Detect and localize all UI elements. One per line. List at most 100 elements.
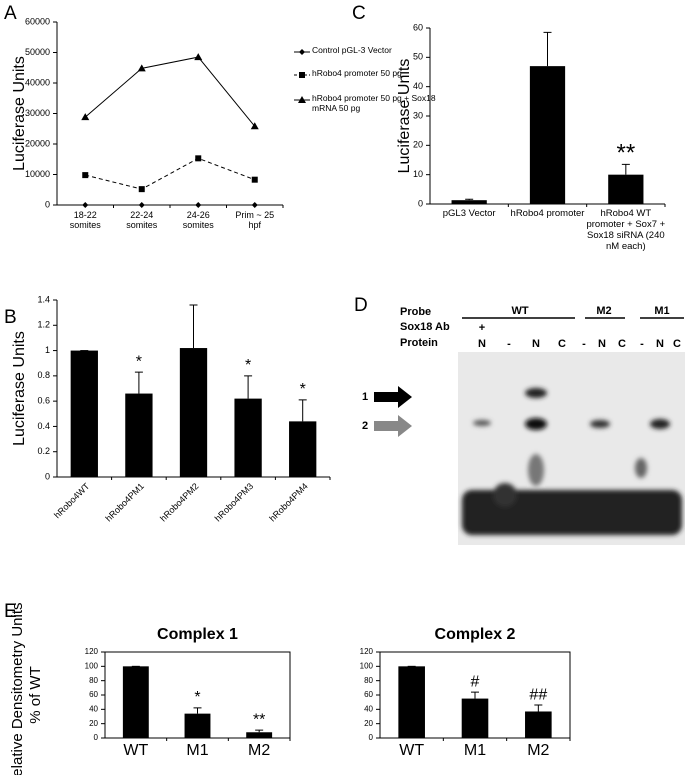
y-axis-label: Luciferase Units [11, 56, 28, 171]
panel-label: B [4, 307, 17, 328]
lane-label: N [478, 338, 486, 350]
bar [525, 711, 552, 738]
significance-label: ## [529, 686, 547, 703]
y-tick-label: 30 [413, 110, 423, 120]
panel-label: C [352, 3, 366, 24]
error-bar [134, 371, 143, 394]
arrow [374, 415, 412, 437]
error-bar [298, 399, 307, 422]
panel-label: D [354, 295, 368, 316]
error-bar [543, 31, 552, 67]
legend-label: hRobo4 promoter 50 pg + Sox18 mRNA 50 pg [312, 94, 436, 113]
error-bar [465, 198, 474, 201]
y-tick-label: 120 [360, 647, 374, 656]
y-tick-label: 10000 [25, 169, 50, 179]
legend-marker [298, 96, 306, 103]
lane-label: N [598, 338, 606, 350]
y-tick-label: 1.2 [37, 320, 50, 330]
y-tick-label: 20000 [25, 138, 50, 148]
y-tick-label: 80 [364, 676, 373, 685]
bar [529, 66, 566, 204]
y-tick-label: 100 [85, 661, 99, 670]
y-tick-label: 100 [360, 661, 374, 670]
x-tick-label: hRobo4PM1 [104, 481, 146, 523]
y-tick-label: 10 [413, 169, 423, 179]
series-line [84, 56, 256, 127]
y-tick-label: 60000 [25, 16, 50, 26]
y-tick-label: 0 [369, 733, 374, 742]
y-tick-label: 80 [89, 676, 98, 685]
lane-label: - [507, 338, 511, 350]
marker [251, 202, 258, 208]
y-tick-label: 20 [89, 719, 98, 728]
marker [81, 113, 90, 121]
y-tick-label: 50000 [25, 47, 50, 57]
y-tick-label: 1.4 [37, 294, 50, 304]
x-tick-label-box: hRobo4 WT promoter + Sox7 + Sox18 siRNA … [586, 209, 666, 252]
x-tick-label: hRobo4WT [52, 481, 92, 521]
y-tick-label: 1 [45, 345, 50, 355]
legend-label: Control pGL-3 Vector [312, 46, 392, 55]
significance-label: ** [253, 711, 265, 728]
x-tick-label-box: hRobo4 promoter [510, 209, 585, 219]
significance-label: * [194, 689, 200, 706]
y-axis-label: % of WT [27, 666, 44, 724]
x-tick-label: M1 [464, 742, 486, 759]
panel-label: E [4, 601, 17, 622]
x-tick-label: hRobo4 promoter [510, 209, 585, 219]
y-tick-label: 0.8 [37, 370, 50, 380]
y-tick-label: 60 [89, 690, 98, 699]
marker [137, 64, 146, 72]
complex-label: 2 [362, 420, 368, 432]
y-tick-label: 40 [89, 704, 98, 713]
x-tick-label-box: pGL3 Vector [443, 209, 496, 219]
marker [195, 202, 202, 208]
x-tick-label: M2 [248, 742, 270, 759]
lane-label: - [582, 338, 586, 350]
legend-label-box: hRobo4 promoter 50 pg + Sox18 mRNA 50 pg [312, 94, 436, 113]
x-tick-label: hRobo4 WT promoter + Sox7 + Sox18 siRNA … [586, 209, 666, 252]
y-tick-label: 40000 [25, 77, 50, 87]
y-axis-label: Luciferase Units [396, 59, 413, 174]
x-tick-label: Prim ~ 25 hpf [235, 210, 275, 231]
bar [125, 393, 153, 477]
marker [138, 186, 145, 193]
gel-bands [462, 388, 682, 535]
gel-antibody: + [479, 322, 485, 334]
complex-label: 1 [362, 391, 368, 403]
y-tick-label: 0.6 [37, 396, 50, 406]
legend-marker [299, 49, 305, 55]
gel-probe: WT [511, 305, 528, 317]
y-tick-label: 120 [85, 647, 99, 656]
bar [451, 200, 487, 204]
x-tick-label-box: 24-26 somites [182, 210, 214, 231]
y-axis-label: Relative Densitometry Units [9, 602, 26, 775]
significance-label: * [300, 381, 306, 398]
bar [234, 398, 262, 477]
x-tick-label-box: Prim ~ 25 hpf [235, 210, 275, 231]
legend-label-box: hRobo4 promoter 50 pg [312, 69, 402, 78]
error-bar [255, 729, 264, 733]
bar [70, 350, 98, 477]
x-tick-label: 24-26 somites [182, 210, 214, 231]
gel-row-label: Protein [400, 337, 438, 349]
error-bar [244, 375, 253, 399]
significance-label: ** [616, 140, 635, 167]
panel-label: A [4, 3, 17, 24]
bar [608, 174, 644, 204]
gel-row-label: Sox18 Ab [400, 321, 450, 333]
lane-label: C [558, 338, 566, 350]
y-tick-label: 20 [364, 719, 373, 728]
marker [251, 176, 258, 183]
x-tick-label: WT [399, 742, 424, 759]
x-tick-label: M1 [186, 742, 208, 759]
y-tick-label: 20 [413, 140, 423, 150]
bar [179, 348, 208, 477]
y-tick-label: 60 [413, 22, 423, 32]
y-tick-label: 0.4 [37, 421, 50, 431]
y-tick-label: 50 [413, 52, 423, 62]
y-tick-label: 40 [364, 704, 373, 713]
lane-label: N [532, 338, 540, 350]
